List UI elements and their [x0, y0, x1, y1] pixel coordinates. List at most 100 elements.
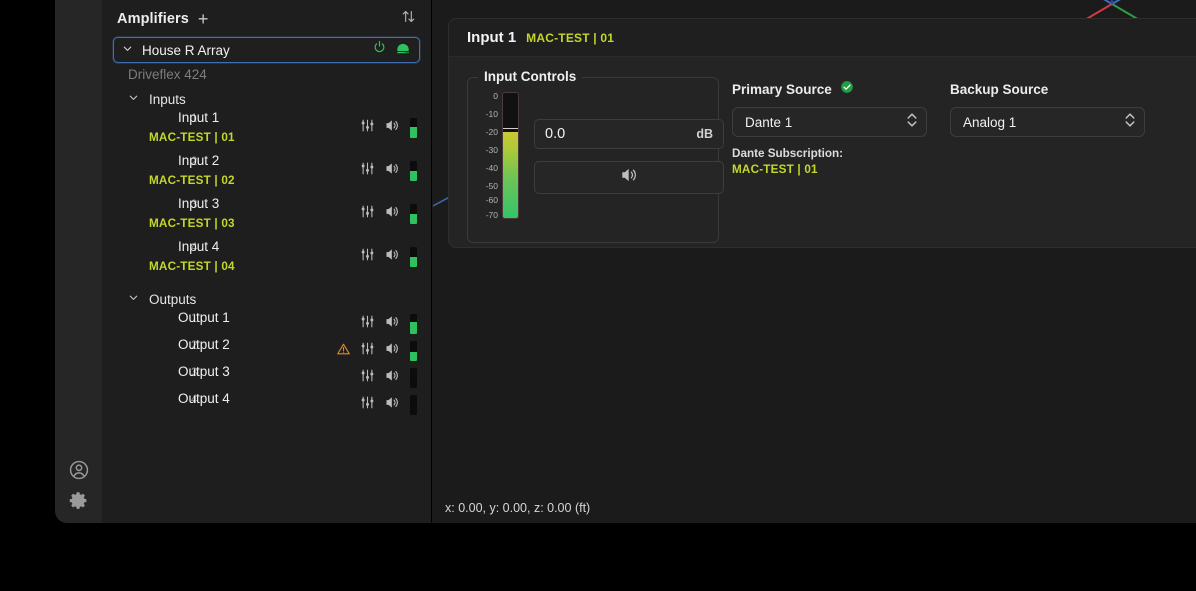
list-item[interactable]: 2 Output 2	[102, 337, 431, 364]
list-item[interactable]: 1 Output 1	[102, 310, 431, 337]
page-title: Amplifiers	[117, 10, 189, 27]
row-name: Input 2	[178, 153, 220, 168]
meter-tick: -20	[485, 127, 498, 137]
main-content: Input 1 MAC-TEST | 01 Input Controls 0 -…	[433, 0, 1196, 523]
row-name: Input 4	[178, 239, 220, 254]
card-title: Input 1	[467, 29, 517, 46]
list-item[interactable]: 3 Input 3 MAC-TEST | 03	[102, 196, 431, 239]
add-amplifier-button[interactable]: +	[197, 8, 209, 29]
row-name: Input 3	[178, 196, 220, 211]
input-detail-card: Input 1 MAC-TEST | 01 Input Controls 0 -…	[448, 18, 1196, 248]
meter-peak-tick	[503, 127, 518, 129]
amplifier-name: House R Array	[142, 42, 230, 58]
group-label: Outputs	[149, 291, 197, 307]
chevron-down-icon[interactable]	[122, 41, 133, 59]
dante-subscription-value: MAC-TEST | 01	[732, 163, 818, 176]
stepper-arrows-icon[interactable]	[906, 111, 918, 134]
gain-value: 0.0	[545, 126, 566, 142]
amplifier-status-icons	[372, 40, 411, 60]
group-header-inputs[interactable]: Inputs	[102, 88, 431, 110]
primary-source-value: Dante 1	[745, 114, 793, 130]
amplifier-model: Driveflex 424	[128, 67, 207, 82]
chevron-down-icon[interactable]	[128, 90, 139, 108]
warning-triangle-icon[interactable]	[336, 342, 351, 361]
backup-source-value: Analog 1	[963, 114, 1017, 130]
faders-icon[interactable]	[360, 395, 375, 415]
row-subscription: MAC-TEST | 02	[149, 174, 235, 187]
row-name: Output 2	[178, 337, 230, 352]
speaker-icon[interactable]	[384, 368, 401, 388]
card-body: Input Controls 0 -10 -20 -30 -40 -50	[449, 57, 1196, 263]
level-meter-icon	[410, 161, 417, 181]
primary-source-select[interactable]: Dante 1	[732, 107, 927, 137]
group-legend: Input Controls	[478, 69, 583, 84]
amplifier-item-house-r-array[interactable]: House R Array	[113, 37, 420, 63]
faders-icon[interactable]	[360, 204, 375, 224]
sidebar-header: Amplifiers +	[102, 0, 431, 37]
left-icon-rail	[55, 0, 102, 523]
chevron-down-icon[interactable]	[128, 290, 139, 308]
meter-bar	[502, 92, 519, 219]
faders-icon[interactable]	[360, 341, 375, 361]
speaker-icon[interactable]	[384, 314, 401, 334]
row-name: Output 4	[178, 391, 230, 406]
primary-source-label: Primary Source	[732, 81, 832, 97]
dante-subscription-label: Dante Subscription:	[732, 147, 844, 160]
mute-button[interactable]	[534, 161, 724, 194]
meter-fill	[503, 132, 518, 218]
row-index: 2	[191, 340, 198, 352]
row-subscription: MAC-TEST | 03	[149, 217, 235, 230]
account-circle-icon	[68, 459, 90, 481]
faders-icon[interactable]	[360, 161, 375, 181]
list-item[interactable]: 4 Output 4	[102, 391, 431, 418]
row-name: Output 1	[178, 310, 230, 325]
sort-arrows-icon[interactable]	[400, 8, 417, 30]
rail-bottom-group	[55, 455, 102, 515]
meter-tick: -10	[485, 109, 498, 119]
card-subscription: MAC-TEST | 01	[526, 30, 615, 45]
meter-tick: -50	[485, 181, 498, 191]
list-item[interactable]: 4 Input 4 MAC-TEST | 04	[102, 239, 431, 282]
row-index: 2	[191, 156, 198, 168]
amplifiers-sidebar: Amplifiers + House R Array	[102, 0, 432, 523]
speaker-icon[interactable]	[384, 247, 401, 267]
speaker-icon[interactable]	[384, 118, 401, 138]
gain-input[interactable]: 0.0 dB	[534, 119, 724, 149]
row-subscription: MAC-TEST | 01	[149, 131, 235, 144]
row-index: 1	[191, 113, 198, 125]
level-meter-icon	[410, 368, 417, 388]
level-meter-icon	[410, 395, 417, 415]
account-button[interactable]	[55, 455, 102, 485]
speaker-icon[interactable]	[384, 204, 401, 224]
backup-source-select[interactable]: Analog 1	[950, 107, 1145, 137]
coordinates-readout: x: 0.00, y: 0.00, z: 0.00 (ft)	[445, 501, 591, 515]
stepper-arrows-icon[interactable]	[1124, 111, 1136, 134]
settings-button[interactable]	[55, 485, 102, 515]
amplifier-device-icon[interactable]	[395, 41, 411, 60]
backup-source-label: Backup Source	[950, 81, 1049, 97]
faders-icon[interactable]	[360, 368, 375, 388]
faders-icon[interactable]	[360, 118, 375, 138]
backup-source-section: Backup Source Analog 1	[950, 77, 1145, 243]
speaker-icon[interactable]	[384, 395, 401, 415]
check-circle-icon	[840, 80, 854, 99]
faders-icon[interactable]	[360, 247, 375, 267]
primary-source-section: Primary Source Dante 1	[732, 77, 927, 243]
meter-tick: -60	[485, 195, 498, 205]
list-item[interactable]: 3 Output 3	[102, 364, 431, 391]
list-item[interactable]: 2 Input 2 MAC-TEST | 02	[102, 153, 431, 196]
list-item[interactable]: 1 Input 1 MAC-TEST | 01	[102, 110, 431, 153]
faders-icon[interactable]	[360, 314, 375, 334]
speaker-icon[interactable]	[384, 161, 401, 181]
power-icon[interactable]	[372, 40, 387, 60]
app-window: Amplifiers + House R Array	[55, 0, 1196, 523]
level-meter-icon	[410, 118, 417, 138]
gear-icon	[68, 490, 89, 511]
speaker-icon[interactable]	[384, 341, 401, 361]
level-meter-icon	[410, 247, 417, 267]
level-meter-icon	[410, 314, 417, 334]
group-header-outputs[interactable]: Outputs	[102, 288, 431, 310]
row-index: 4	[191, 242, 198, 254]
row-index: 3	[191, 199, 198, 211]
